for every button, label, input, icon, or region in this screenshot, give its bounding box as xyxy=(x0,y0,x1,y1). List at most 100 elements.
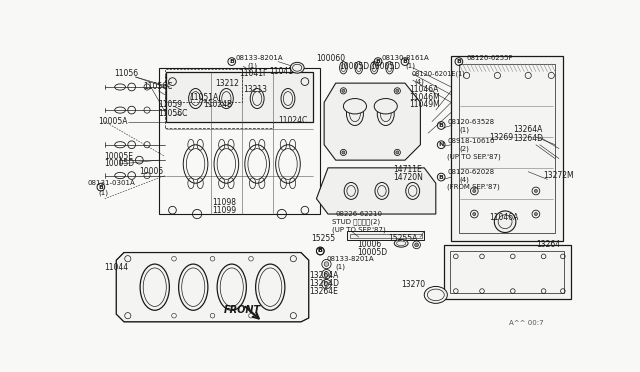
Text: (4): (4) xyxy=(459,176,468,183)
Ellipse shape xyxy=(386,62,394,74)
Text: (1): (1) xyxy=(459,126,469,132)
Circle shape xyxy=(534,212,538,216)
Ellipse shape xyxy=(291,62,304,73)
Text: (1): (1) xyxy=(247,63,257,70)
Text: (1): (1) xyxy=(99,189,109,196)
Text: 13264A: 13264A xyxy=(513,125,542,134)
Text: B: B xyxy=(318,248,323,253)
Bar xyxy=(451,56,563,241)
Circle shape xyxy=(494,211,516,232)
Text: 10005D: 10005D xyxy=(371,62,401,71)
Text: (FROM SEP.'87): (FROM SEP.'87) xyxy=(447,184,500,190)
Text: 13212: 13212 xyxy=(215,78,239,88)
Text: A^^ 00:7: A^^ 00:7 xyxy=(509,320,543,326)
Circle shape xyxy=(396,89,399,92)
Bar xyxy=(164,74,273,128)
Text: 13272M: 13272M xyxy=(543,171,574,180)
Text: 08226-62210: 08226-62210 xyxy=(336,211,383,217)
Text: 10005D: 10005D xyxy=(105,160,135,169)
Polygon shape xyxy=(116,253,308,322)
Text: 15255: 15255 xyxy=(311,234,335,243)
Ellipse shape xyxy=(424,286,447,303)
Bar xyxy=(159,68,320,214)
Circle shape xyxy=(342,89,345,92)
Text: B: B xyxy=(318,248,323,253)
Ellipse shape xyxy=(394,240,408,247)
Text: 13264D: 13264D xyxy=(308,279,339,288)
Text: 08133-8201A: 08133-8201A xyxy=(236,55,284,61)
Text: 11056C: 11056C xyxy=(159,109,188,118)
Text: 11056: 11056 xyxy=(114,70,138,78)
Bar xyxy=(450,251,564,293)
Text: 08918-10610: 08918-10610 xyxy=(447,138,495,144)
Text: 13270: 13270 xyxy=(401,280,425,289)
Circle shape xyxy=(324,282,329,286)
Text: (1): (1) xyxy=(405,63,415,70)
Text: 10005E: 10005E xyxy=(105,152,134,161)
Bar xyxy=(444,245,570,299)
Ellipse shape xyxy=(344,99,367,114)
Bar xyxy=(164,69,242,102)
Text: 14711E: 14711E xyxy=(394,165,422,174)
Text: 08131-0301A: 08131-0301A xyxy=(88,180,136,186)
Circle shape xyxy=(324,272,329,276)
Circle shape xyxy=(473,189,476,192)
Polygon shape xyxy=(316,168,436,214)
Circle shape xyxy=(534,189,538,192)
Text: 10005D: 10005D xyxy=(340,62,370,71)
Circle shape xyxy=(473,212,476,216)
Text: 08120-62028: 08120-62028 xyxy=(447,169,495,175)
Ellipse shape xyxy=(371,62,378,74)
Text: B: B xyxy=(439,123,444,128)
Text: 10005: 10005 xyxy=(140,167,164,176)
Text: FRONT: FRONT xyxy=(224,305,261,315)
Text: B: B xyxy=(439,174,444,180)
Text: N: N xyxy=(438,142,444,147)
Circle shape xyxy=(324,262,329,266)
Text: 13264E: 13264E xyxy=(308,286,338,295)
Text: 11098: 11098 xyxy=(212,198,237,207)
Text: 13269: 13269 xyxy=(490,132,514,141)
Text: 08133-8201A: 08133-8201A xyxy=(326,256,374,262)
Text: 100060: 100060 xyxy=(316,54,346,63)
Text: 11051A: 11051A xyxy=(189,93,219,102)
Text: STUD スタッド(2): STUD スタッド(2) xyxy=(332,218,380,225)
Text: 11044: 11044 xyxy=(105,263,129,272)
Text: 15255A: 15255A xyxy=(388,234,417,243)
Text: 10005A: 10005A xyxy=(99,117,128,126)
Text: 11041: 11041 xyxy=(269,67,292,76)
Text: (1): (1) xyxy=(336,263,346,270)
Text: 11049M: 11049M xyxy=(409,100,440,109)
Circle shape xyxy=(396,151,399,154)
Text: 08120-63528: 08120-63528 xyxy=(447,119,495,125)
Text: B: B xyxy=(456,59,461,64)
Text: 11056C: 11056C xyxy=(143,83,173,92)
Text: 11059: 11059 xyxy=(159,100,183,109)
Text: 13264D: 13264D xyxy=(513,134,543,143)
Text: 11024C: 11024C xyxy=(278,116,307,125)
Polygon shape xyxy=(166,71,312,122)
Text: (UP TO SEP.'87): (UP TO SEP.'87) xyxy=(447,153,501,160)
Text: 11041F: 11041F xyxy=(239,70,268,78)
Ellipse shape xyxy=(355,62,363,74)
Text: 08130-8161A: 08130-8161A xyxy=(382,55,429,61)
Text: 11046A: 11046A xyxy=(490,214,519,222)
Ellipse shape xyxy=(340,62,348,74)
Text: 10005D: 10005D xyxy=(357,248,387,257)
Text: 08120-6255F: 08120-6255F xyxy=(467,55,513,61)
Circle shape xyxy=(415,243,419,247)
Ellipse shape xyxy=(374,99,397,114)
Bar xyxy=(348,231,424,240)
Text: 11046M: 11046M xyxy=(409,93,440,102)
Text: 10006: 10006 xyxy=(357,240,381,249)
Circle shape xyxy=(342,151,345,154)
Text: (4): (4) xyxy=(414,78,424,85)
Text: B: B xyxy=(99,185,103,190)
Text: 13264: 13264 xyxy=(536,240,560,249)
Polygon shape xyxy=(324,83,420,160)
Text: 08120-6201E(1): 08120-6201E(1) xyxy=(411,71,465,77)
Text: (2): (2) xyxy=(459,145,468,152)
Bar xyxy=(459,64,555,233)
Text: 11024B: 11024B xyxy=(204,100,232,109)
Text: B: B xyxy=(229,59,234,64)
